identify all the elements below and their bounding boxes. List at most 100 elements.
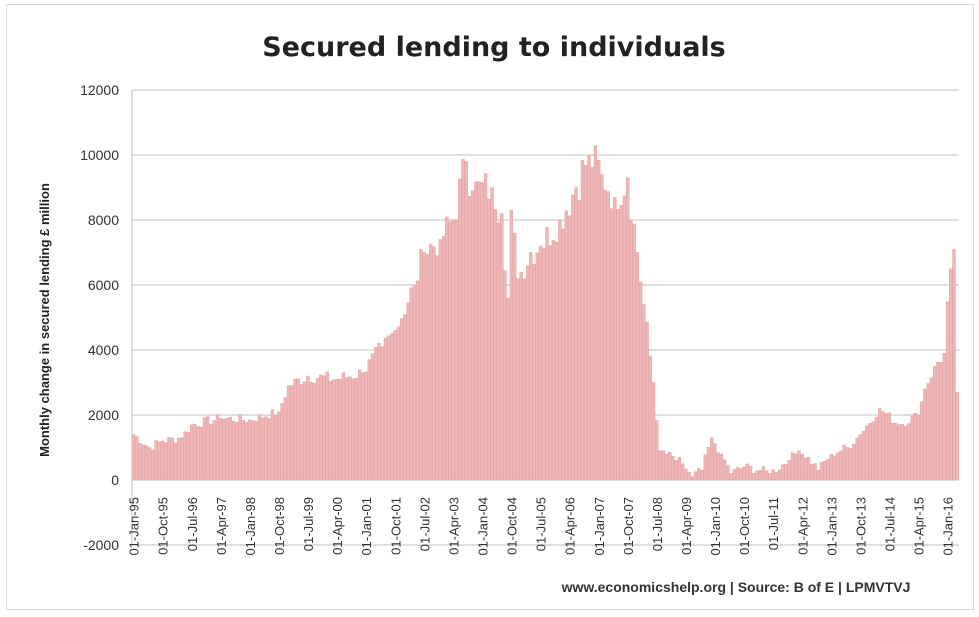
bar (545, 227, 549, 481)
bar (661, 450, 665, 481)
bar (571, 194, 575, 481)
bar (519, 271, 523, 481)
bar (797, 450, 801, 481)
x-tick-label: 01-Oct-04 (505, 497, 520, 555)
bar (390, 333, 394, 481)
bar (664, 453, 669, 481)
bar (542, 248, 546, 481)
x-tick-label: 01-Oct-98 (272, 497, 287, 555)
bar (432, 246, 436, 481)
bar (219, 418, 223, 481)
bar (955, 392, 959, 481)
bar (487, 198, 491, 481)
x-tick-label: 01-Jul-96 (185, 497, 200, 551)
x-tick-label: 01-Oct-01 (388, 497, 403, 555)
bar (561, 228, 565, 481)
bar (693, 471, 698, 481)
bar (813, 463, 817, 481)
bar (929, 377, 934, 481)
bar (677, 457, 682, 481)
bar (745, 463, 749, 481)
bar (393, 330, 397, 481)
x-tick-label: 01-Oct-07 (621, 497, 636, 555)
bar (419, 249, 423, 481)
bar (590, 166, 594, 481)
bar (425, 254, 430, 481)
x-tick-label: 01-Apr-09 (679, 497, 694, 555)
bar (932, 366, 937, 481)
bar (952, 249, 956, 481)
bar (710, 437, 714, 481)
bar (742, 466, 746, 481)
bar (706, 447, 711, 481)
bar (752, 473, 756, 481)
y-tick-label: 4000 (88, 342, 119, 358)
bar (558, 219, 562, 481)
bar (525, 265, 530, 481)
bar (758, 470, 762, 481)
bar (768, 473, 772, 481)
bar (642, 304, 646, 481)
x-tick-label: 01-Apr-03 (446, 497, 461, 555)
x-tick-label: 01-Jul-14 (883, 497, 898, 551)
bar (868, 422, 872, 481)
bar (193, 423, 197, 481)
bar (613, 197, 617, 481)
bar (506, 297, 510, 481)
x-tick-label: 01-Jan-13 (824, 497, 839, 556)
bar (874, 416, 879, 481)
bar (622, 195, 627, 481)
x-tick-label: 01-Jan-10 (708, 497, 723, 556)
bar (567, 215, 572, 481)
bar (383, 337, 388, 481)
bar (290, 385, 294, 481)
bar (794, 453, 798, 481)
bar (810, 463, 814, 481)
bar (160, 440, 165, 481)
bar (871, 421, 875, 481)
bar (593, 145, 598, 481)
bar (264, 416, 268, 481)
bar (580, 159, 585, 481)
bar (703, 454, 707, 481)
bar (761, 466, 766, 481)
bar (913, 413, 917, 481)
bar (680, 463, 685, 481)
bar (529, 252, 533, 481)
bar (687, 472, 691, 481)
x-tick-label: 01-Apr-12 (795, 497, 810, 555)
bar (861, 430, 866, 481)
bar (936, 361, 940, 481)
bar (189, 424, 194, 481)
bar (319, 374, 323, 481)
x-tick-labels: 01-Jan-95 01-Oct-95 01-Jul-96 01-Apr-97 01-J… (127, 497, 956, 556)
bar (658, 450, 662, 481)
bar (248, 419, 252, 481)
bar (328, 380, 333, 481)
source-note: www.economicshelp.org | Source: B of E |… (561, 579, 911, 595)
bar (454, 219, 459, 481)
bar (445, 216, 449, 481)
bar (732, 469, 736, 481)
bar (800, 453, 804, 481)
x-tick-label: 01-Jul-08 (650, 497, 665, 551)
bar (920, 401, 924, 481)
bar (409, 287, 413, 481)
bar (228, 416, 233, 481)
bar (655, 420, 659, 481)
bar (338, 379, 342, 481)
bar (315, 378, 320, 481)
x-tick-label: 01-Apr-06 (563, 497, 578, 555)
bar (470, 190, 475, 481)
bar (719, 453, 724, 481)
bar (606, 191, 611, 481)
bar (399, 318, 404, 481)
y-tick-label: 2000 (88, 407, 119, 423)
bar (735, 467, 740, 481)
bar (451, 219, 455, 481)
bar (364, 371, 368, 481)
bar (438, 239, 443, 481)
bar (855, 437, 859, 481)
bar (374, 347, 378, 481)
y-tick-label: 6000 (88, 277, 119, 293)
